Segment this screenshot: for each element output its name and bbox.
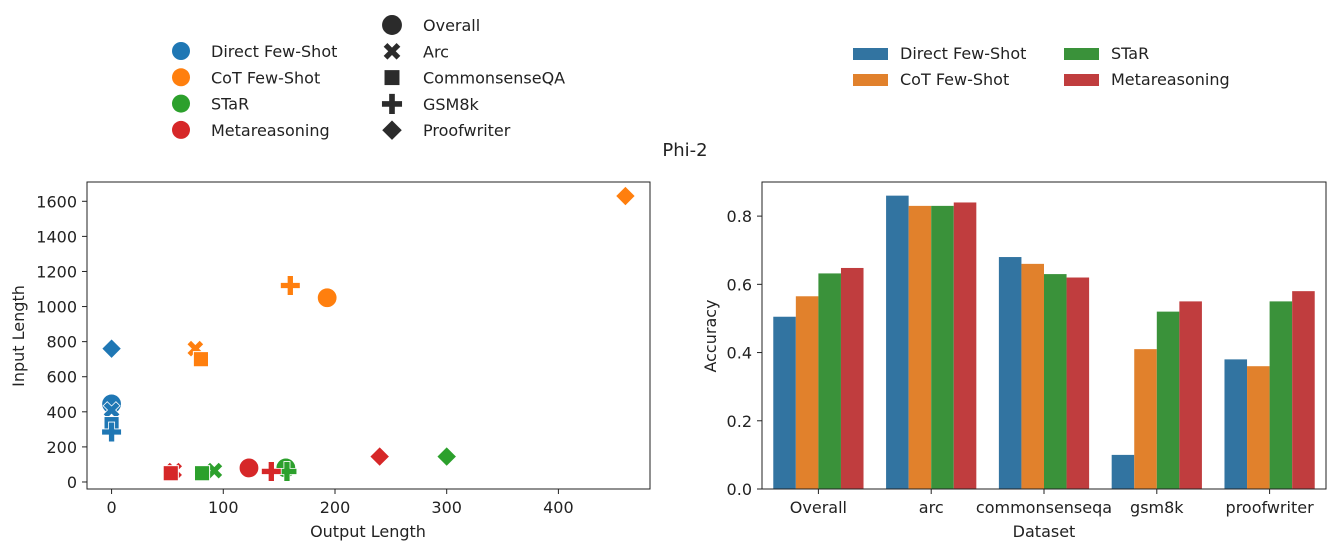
scatter-point-metareasoning-proofwriter bbox=[369, 445, 391, 468]
scatter-point-star-proofwriter bbox=[436, 445, 458, 468]
bar-overall-cot-few-shot bbox=[795, 296, 819, 489]
scatter-y-tick-label: 1000 bbox=[36, 298, 77, 317]
legend-label-metareasoning: Metareasoning bbox=[211, 121, 330, 140]
scatter-y-tick-label: 1400 bbox=[36, 227, 77, 246]
bar-x-tick-label: gsm8k bbox=[1130, 498, 1184, 517]
bar-y-tick-label: 0.0 bbox=[727, 480, 752, 499]
scatter-x-tick-label: 400 bbox=[543, 498, 574, 517]
scatter-y-tick-label: 600 bbox=[46, 368, 77, 387]
bar-proofwriter-direct-few-shot bbox=[1224, 359, 1248, 489]
legend-label-proofwriter: Proofwriter bbox=[423, 121, 511, 140]
scatter-point-metareasoning-overall bbox=[238, 457, 260, 479]
bar-arc-direct-few-shot bbox=[886, 195, 909, 489]
bar-commonsenseqa-metareasoning bbox=[1066, 277, 1090, 489]
bar-y-tick-label: 0.2 bbox=[727, 412, 752, 431]
bar-y-tick-label: 0.4 bbox=[727, 344, 752, 363]
scatter-point-direct-few-shot-proofwriter bbox=[100, 338, 123, 360]
legend-label-metareasoning: Metareasoning bbox=[1111, 70, 1230, 89]
scatter-y-tick-label: 1200 bbox=[36, 262, 77, 281]
legend-marker-overall bbox=[381, 14, 403, 36]
legend-label-gsm8k: GSM8k bbox=[423, 95, 480, 114]
scatter-y-axis-label: Input Length bbox=[9, 285, 28, 387]
scatter-point-cot-few-shot-overall bbox=[316, 287, 338, 309]
scatter-point-metareasoning-commonsenseqa bbox=[162, 465, 179, 482]
legend-swatch-direct-few-shot bbox=[853, 48, 888, 60]
scatter-ticks: 0 100 200 300 400 0 200 400 600 800 1000 1200 1400 16… bbox=[36, 192, 573, 517]
scatter-y-tick-label: 400 bbox=[46, 403, 77, 422]
scatter-x-tick-label: 100 bbox=[208, 498, 239, 517]
legend-label-star: STaR bbox=[211, 95, 249, 114]
bar-y-tick-label: 0.6 bbox=[727, 275, 752, 294]
bar-chart: Overall arc commonsenseqa gsm8k proofwriter 0… bbox=[701, 181, 1327, 541]
bar-ticks: Overall arc commonsenseqa gsm8k proofwriter 0… bbox=[727, 207, 1315, 517]
bar-y-axis-label: Accuracy bbox=[701, 299, 720, 372]
bar-overall-direct-few-shot bbox=[773, 316, 796, 489]
scatter-legend: Direct Few-Shot CoT Few-Shot STaR Metareaso… bbox=[172, 14, 565, 142]
scatter-point-cot-few-shot-commonsenseqa bbox=[192, 351, 210, 368]
bar-x-tick-label: Overall bbox=[790, 498, 847, 517]
bar-y-tick-label: 0.8 bbox=[727, 207, 752, 226]
legend-swatch-metareasoning bbox=[1064, 74, 1099, 86]
scatter-chart: 0 100 200 300 400 0 200 400 600 800 1000 1200 1400 16… bbox=[9, 181, 651, 541]
legend-swatch-cot-few-shot bbox=[853, 74, 888, 86]
scatter-point-cot-few-shot-proofwriter bbox=[614, 185, 637, 207]
legend-swatch-star bbox=[172, 94, 190, 113]
legend-swatch-star bbox=[1064, 48, 1099, 60]
figure-title: Phi-2 bbox=[662, 140, 707, 161]
scatter-y-tick-label: 200 bbox=[46, 438, 77, 457]
scatter-y-tick-label: 1600 bbox=[36, 192, 77, 211]
bar-proofwriter-metareasoning bbox=[1292, 291, 1315, 489]
bar-bars bbox=[773, 195, 1315, 489]
bar-gsm8k-metareasoning bbox=[1179, 301, 1202, 489]
legend-marker-commonsenseqa bbox=[383, 69, 401, 87]
bar-arc-metareasoning bbox=[953, 202, 977, 489]
bar-overall-star bbox=[818, 273, 841, 489]
bar-x-axis-label: Dataset bbox=[1013, 522, 1076, 541]
bar-x-tick-label: commonsenseqa bbox=[976, 498, 1112, 517]
legend-swatch-direct-few-shot bbox=[172, 42, 190, 60]
legend-swatch-metareasoning bbox=[172, 120, 190, 139]
legend-label-cot-few-shot: CoT Few-Shot bbox=[900, 70, 1009, 89]
bar-gsm8k-star bbox=[1156, 311, 1180, 489]
legend-marker-gsm8k bbox=[381, 93, 403, 115]
scatter-point-metareasoning-gsm8k bbox=[261, 461, 282, 482]
scatter-x-tick-label: 300 bbox=[431, 498, 462, 517]
scatter-points bbox=[100, 185, 637, 482]
legend-marker-arc bbox=[382, 41, 402, 61]
scatter-x-axis-label: Output Length bbox=[310, 522, 426, 541]
legend-label-direct-few-shot: Direct Few-Shot bbox=[211, 42, 337, 61]
legend-label-star: STaR bbox=[1111, 44, 1149, 63]
legend-label-commonsenseqa: CommonsenseQA bbox=[423, 69, 565, 88]
legend-marker-proofwriter bbox=[380, 119, 404, 142]
bar-overall-metareasoning bbox=[840, 267, 864, 489]
bar-commonsenseqa-cot-few-shot bbox=[1021, 263, 1044, 489]
bar-arc-cot-few-shot bbox=[908, 205, 932, 489]
legend-label-cot-few-shot: CoT Few-Shot bbox=[211, 68, 320, 87]
scatter-point-cot-few-shot-gsm8k bbox=[280, 275, 301, 296]
bar-commonsenseqa-direct-few-shot bbox=[998, 257, 1022, 489]
scatter-x-tick-label: 200 bbox=[320, 498, 351, 517]
bar-gsm8k-direct-few-shot bbox=[1111, 454, 1135, 489]
scatter-x-tick-label: 0 bbox=[106, 498, 116, 517]
scatter-y-tick-label: 0 bbox=[67, 473, 77, 492]
scatter-point-star-commonsenseqa bbox=[193, 465, 211, 482]
bar-arc-star bbox=[931, 205, 954, 489]
bar-proofwriter-star bbox=[1269, 301, 1293, 489]
scatter-plot-area bbox=[86, 181, 651, 490]
bar-commonsenseqa-star bbox=[1044, 274, 1067, 489]
legend-swatch-cot-few-shot bbox=[172, 68, 190, 87]
legend-label-overall: Overall bbox=[423, 16, 480, 35]
bar-proofwriter-cot-few-shot bbox=[1247, 366, 1270, 489]
scatter-y-tick-label: 800 bbox=[46, 333, 77, 352]
bar-x-tick-label: proofwriter bbox=[1226, 498, 1315, 517]
legend-label-arc: Arc bbox=[423, 42, 449, 61]
scatter-point-direct-few-shot-gsm8k bbox=[101, 421, 122, 443]
bar-x-tick-label: arc bbox=[919, 498, 944, 517]
bar-gsm8k-cot-few-shot bbox=[1134, 349, 1157, 489]
legend-label-direct-few-shot: Direct Few-Shot bbox=[900, 44, 1026, 63]
bar-legend: Direct Few-Shot CoT Few-Shot STaR Metareaso… bbox=[853, 44, 1230, 89]
